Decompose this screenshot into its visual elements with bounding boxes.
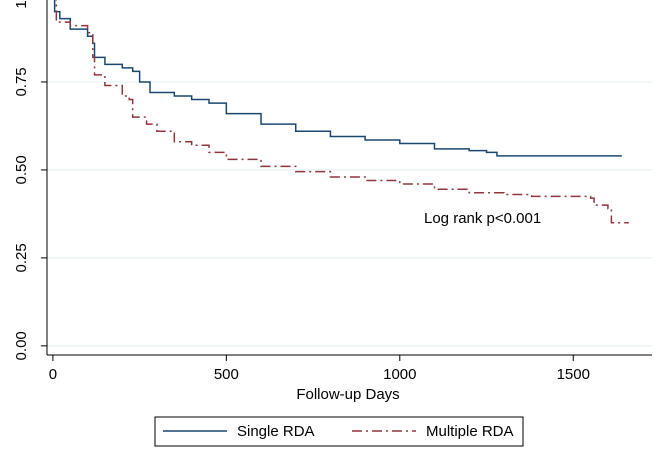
y-tick-label: 0.25 xyxy=(13,243,30,272)
legend-box xyxy=(154,416,524,447)
survival-curve xyxy=(55,0,629,224)
legend-label: Multiple RDA xyxy=(426,423,514,440)
y-tick-label: 0.00 xyxy=(13,331,30,360)
x-tick-label: 0 xyxy=(49,366,57,383)
y-tick-label: 1.00 xyxy=(13,0,30,9)
y-tick-label: 0.50 xyxy=(13,155,30,184)
legend-label: Single RDA xyxy=(237,423,315,440)
survival-curve xyxy=(53,0,622,157)
annotation: Log rank p<0.001 xyxy=(424,210,541,227)
y-tick-label: 0.75 xyxy=(13,67,30,96)
x-tick-label: 1000 xyxy=(383,366,416,383)
x-axis-label: Follow-up Days xyxy=(296,386,399,403)
x-tick-label: 1500 xyxy=(557,366,590,383)
x-tick-label: 500 xyxy=(214,366,239,383)
